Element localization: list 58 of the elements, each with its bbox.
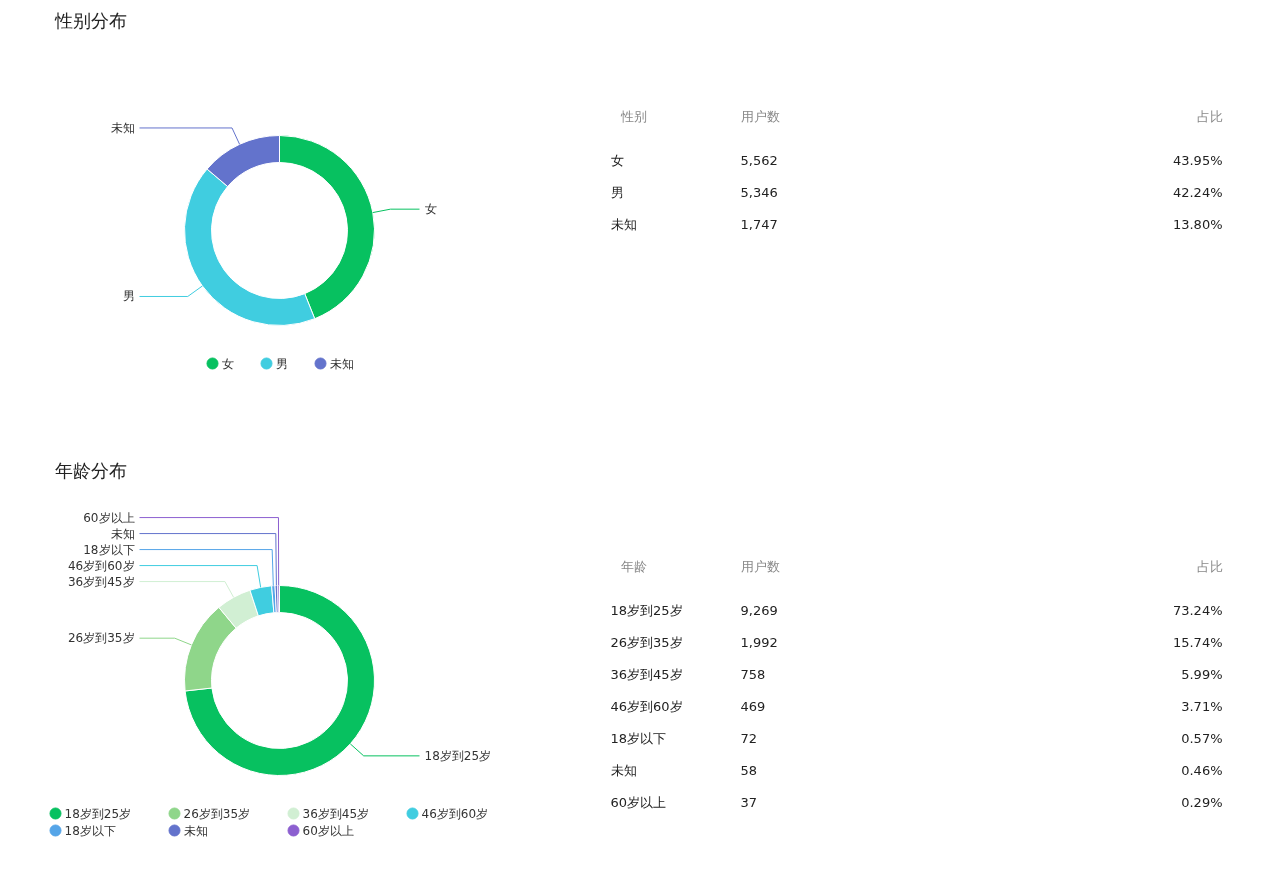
data-label: 72	[740, 731, 758, 746]
category-label: 男	[610, 185, 624, 200]
data-label: 1,747	[740, 217, 778, 232]
legend-label: 18岁到25岁	[64, 806, 132, 821]
legend-label: 36岁到45岁	[302, 806, 370, 821]
series-label: 用户数	[740, 559, 780, 574]
data-label: 5,562	[740, 153, 778, 168]
data-label: 5.99%	[1181, 667, 1223, 682]
category-label: 未知	[610, 217, 637, 232]
slice-label: 未知	[110, 526, 135, 541]
chart-title: 年龄分布	[54, 460, 127, 481]
legend-label: 未知	[183, 823, 208, 838]
data-label: 469	[740, 699, 766, 714]
data-label: 42.24%	[1172, 185, 1223, 200]
text: 年龄	[620, 559, 647, 574]
data-label: 9,269	[740, 603, 778, 618]
text: 占比	[1196, 559, 1223, 574]
data-label: 58	[740, 763, 758, 778]
slice-label: 60岁以上	[83, 510, 135, 525]
slice-label: 女	[424, 202, 437, 217]
data-label: 0.57%	[1181, 731, 1223, 746]
category-label: 60岁以上	[610, 795, 667, 810]
legend-label: 46岁到60岁	[421, 806, 489, 821]
data-label: 0.29%	[1181, 795, 1223, 810]
slice-label: 26岁到35岁	[67, 631, 135, 646]
chart-title: 性别分布	[53, 10, 127, 31]
category-label: 女	[610, 153, 624, 168]
data-label: 73.24%	[1172, 603, 1223, 618]
category-label: 18岁到25岁	[610, 603, 683, 618]
data-label: 15.74%	[1172, 635, 1223, 650]
data-label: 5,346	[740, 185, 778, 200]
slice-label: 46岁到60岁	[67, 558, 135, 573]
data-label: 1,992	[740, 635, 778, 650]
slice-label: 36岁到45岁	[67, 574, 135, 589]
slice-label: 男	[122, 289, 135, 304]
slice-label: 18岁到25岁	[424, 748, 492, 763]
category-label: 26岁到35岁	[610, 635, 683, 650]
legend-label: 26岁到35岁	[183, 806, 251, 821]
legend-label: 未知	[329, 356, 354, 371]
data-label: 3.71%	[1181, 699, 1223, 714]
text: 占比	[1196, 109, 1223, 124]
slice-label: 18岁以下	[83, 542, 135, 557]
category-label: 18岁以下	[610, 731, 667, 746]
category-label: 46岁到60岁	[610, 699, 683, 714]
legend-label: 18岁以下	[64, 823, 116, 838]
series-label: 用户数	[740, 109, 780, 124]
data-label: 37	[740, 795, 758, 810]
data-label: 43.95%	[1172, 153, 1223, 168]
legend-label: 男	[275, 356, 288, 371]
category-label: 36岁到45岁	[610, 667, 683, 682]
text: 性别	[619, 109, 647, 124]
data-label: 0.46%	[1181, 763, 1223, 778]
slice-label: 未知	[110, 120, 135, 135]
data-label: 758	[740, 667, 766, 682]
category-label: 未知	[610, 763, 637, 778]
legend-label: 60岁以上	[302, 823, 354, 838]
legend-label: 女	[221, 356, 234, 371]
data-label: 13.80%	[1172, 217, 1223, 232]
